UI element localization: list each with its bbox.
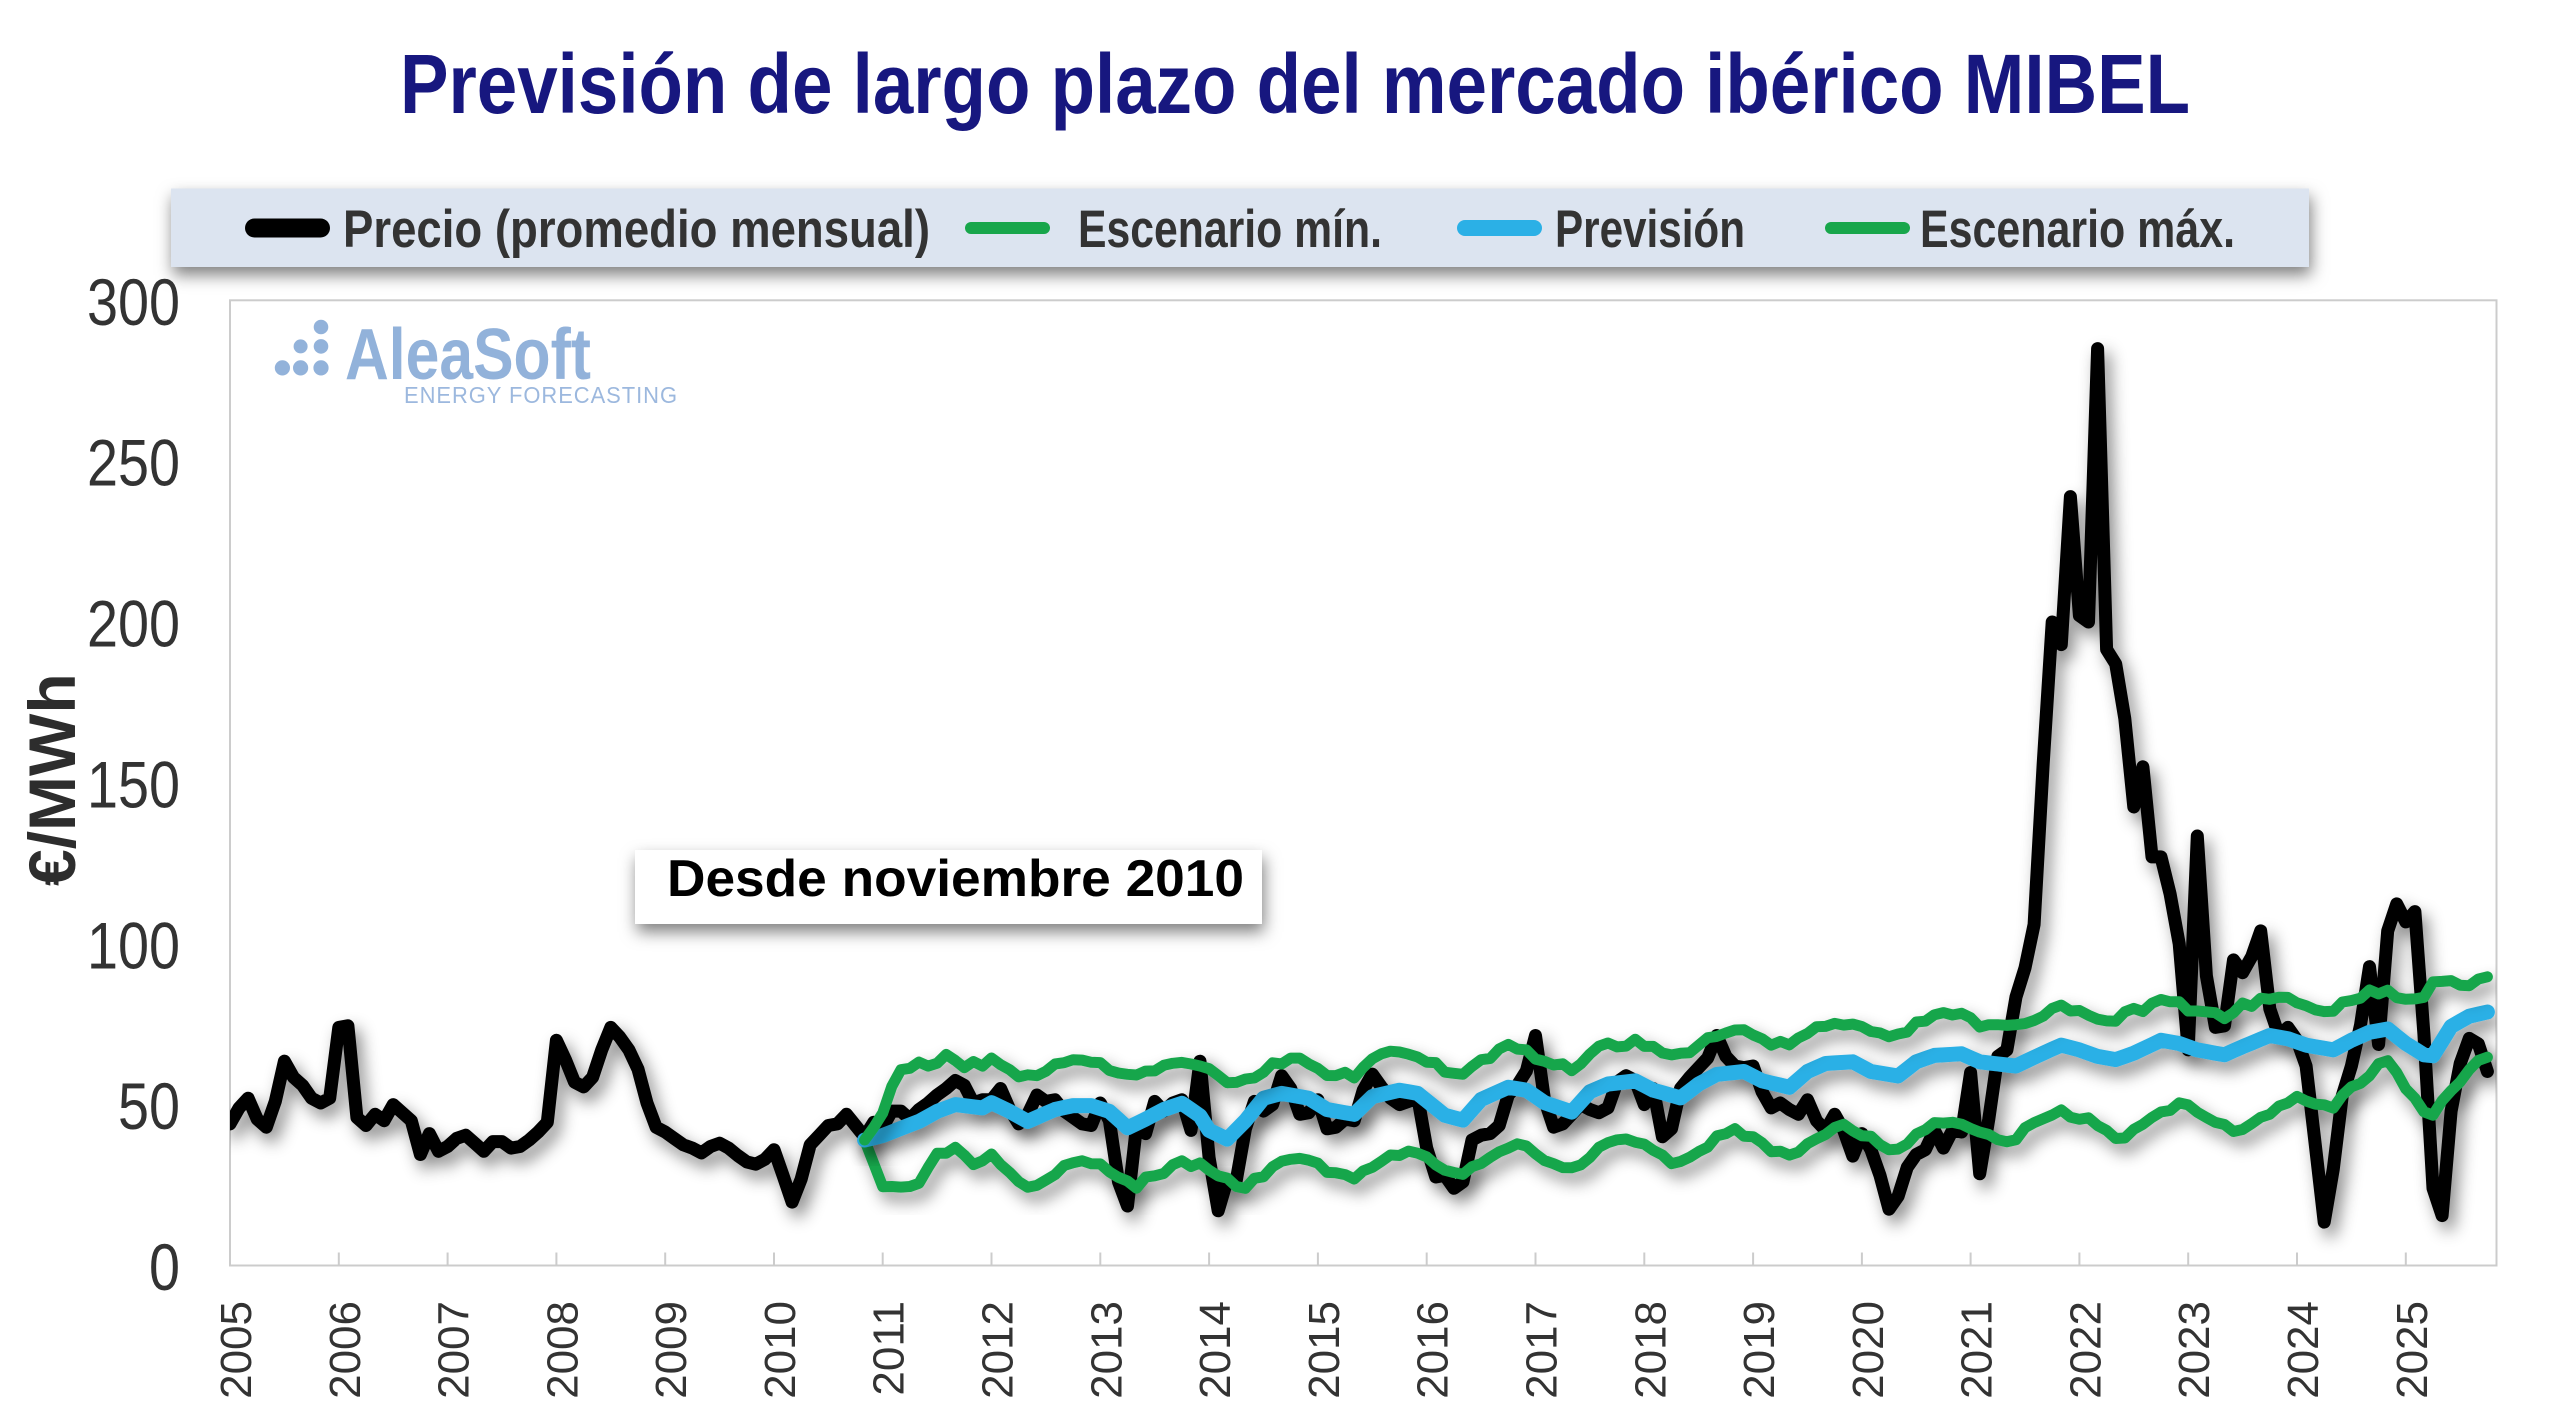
svg-text:300: 300 [87, 265, 180, 339]
svg-text:2021: 2021 [1953, 1301, 2002, 1399]
svg-text:Precio (promedio mensual): Precio (promedio mensual) [343, 200, 930, 259]
svg-text:Previsión: Previsión [1555, 200, 1745, 259]
svg-text:100: 100 [87, 908, 180, 982]
svg-text:Escenario máx.: Escenario máx. [1920, 200, 2235, 259]
svg-text:2009: 2009 [647, 1301, 696, 1399]
svg-text:2025: 2025 [2388, 1301, 2437, 1399]
svg-text:2013: 2013 [1082, 1301, 1131, 1399]
svg-text:2014: 2014 [1191, 1301, 1240, 1399]
svg-text:€/MWh: €/MWh [15, 673, 89, 886]
svg-text:ENERGY FORECASTING: ENERGY FORECASTING [404, 382, 678, 408]
svg-text:2019: 2019 [1735, 1301, 1784, 1399]
svg-text:AleaSoft: AleaSoft [345, 315, 591, 395]
svg-text:2012: 2012 [974, 1301, 1023, 1399]
svg-text:2006: 2006 [321, 1301, 370, 1399]
svg-text:50: 50 [118, 1069, 180, 1143]
svg-text:2007: 2007 [430, 1301, 479, 1399]
svg-text:2024: 2024 [2279, 1301, 2328, 1399]
svg-text:2022: 2022 [2061, 1301, 2110, 1399]
svg-text:2020: 2020 [1844, 1301, 1893, 1399]
svg-text:Desde noviembre 2010: Desde noviembre 2010 [667, 850, 1244, 908]
svg-text:2005: 2005 [212, 1301, 261, 1399]
svg-text:2010: 2010 [756, 1301, 805, 1399]
svg-text:Escenario mín.: Escenario mín. [1078, 200, 1382, 259]
svg-text:2018: 2018 [1626, 1301, 1675, 1399]
svg-text:2011: 2011 [865, 1301, 914, 1396]
svg-text:Previsión de largo plazo del m: Previsión de largo plazo del mercado ibé… [400, 37, 2190, 131]
svg-text:2015: 2015 [1300, 1301, 1349, 1399]
svg-text:2016: 2016 [1409, 1301, 1458, 1399]
svg-text:2017: 2017 [1518, 1301, 1567, 1399]
svg-text:2023: 2023 [2170, 1301, 2219, 1399]
svg-text:0: 0 [149, 1230, 180, 1304]
svg-text:250: 250 [87, 426, 180, 500]
svg-text:2008: 2008 [538, 1301, 587, 1399]
svg-text:200: 200 [87, 587, 180, 661]
svg-text:150: 150 [87, 747, 180, 821]
